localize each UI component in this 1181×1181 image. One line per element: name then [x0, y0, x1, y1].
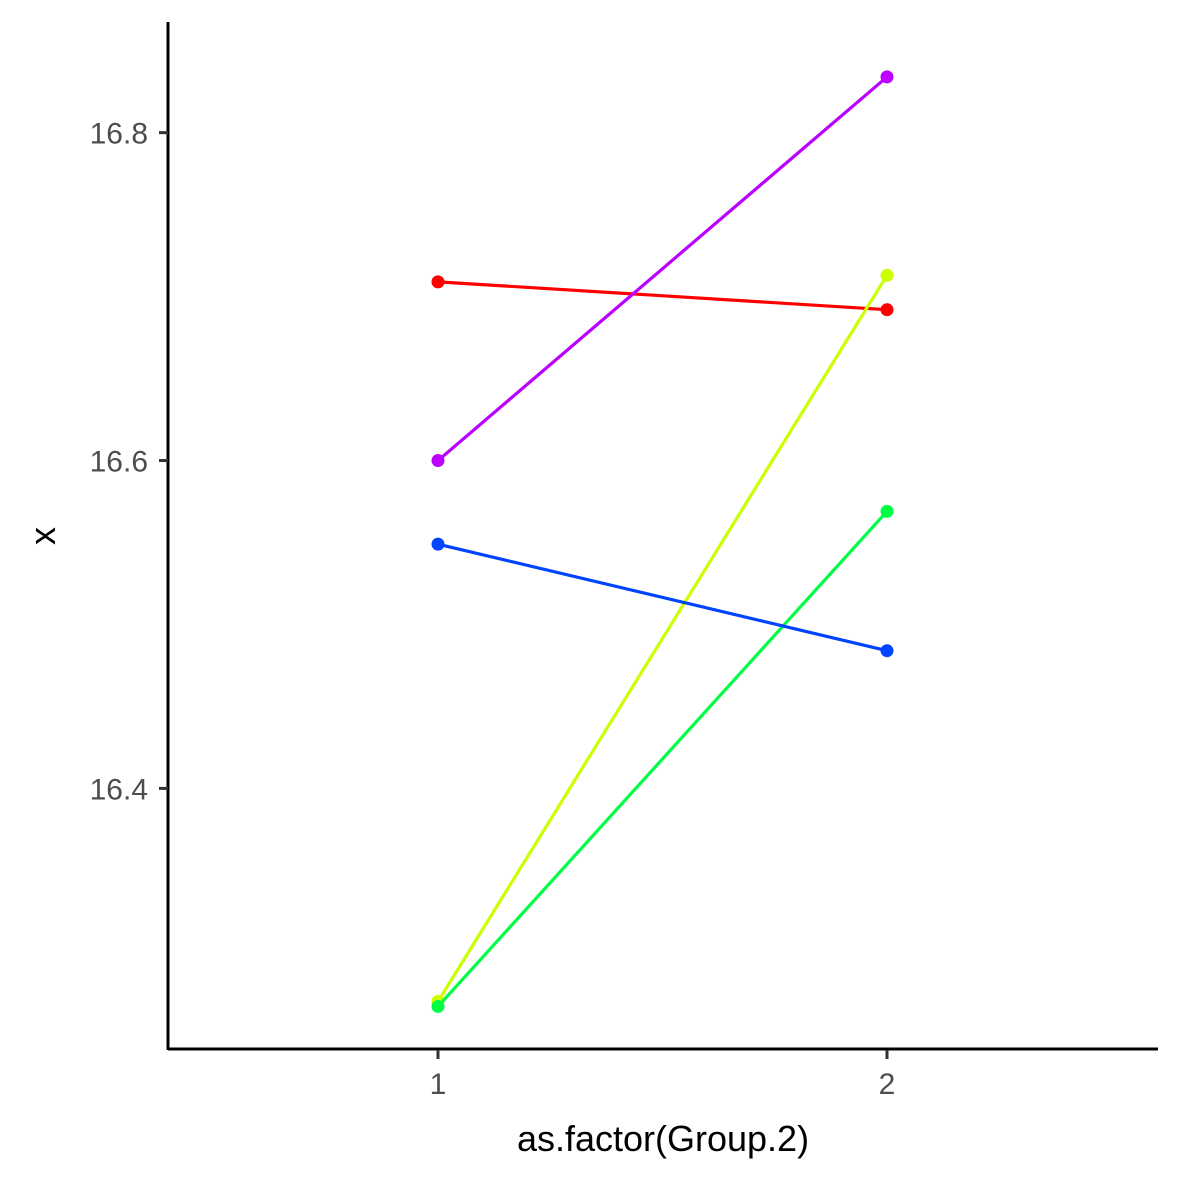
data-point — [431, 537, 445, 551]
data-point — [880, 504, 894, 518]
data-point — [880, 268, 894, 282]
y-tick-label: 16.4 — [90, 773, 148, 806]
series-3 — [431, 537, 894, 658]
series-2 — [431, 504, 894, 1013]
x-tick-label: 1 — [430, 1068, 447, 1101]
y-tick-label: 16.6 — [90, 446, 148, 479]
series-line — [437, 280, 888, 312]
data-point — [880, 70, 894, 84]
data-point — [431, 999, 445, 1013]
data-point — [880, 644, 894, 658]
data-point — [431, 454, 445, 468]
series-line — [436, 274, 889, 1003]
y-tick-label: 16.8 — [90, 118, 148, 151]
data-point — [880, 303, 894, 317]
series-1 — [431, 268, 894, 1009]
series-0 — [431, 275, 894, 317]
x-tick-label: 2 — [879, 1068, 896, 1101]
series-line — [436, 75, 889, 462]
y-axis-ticks: 16.4 16.6 16.8 — [90, 118, 168, 806]
y-axis-title: x — [22, 527, 63, 545]
series-4 — [431, 70, 894, 468]
data-point — [431, 275, 445, 289]
series-line — [436, 510, 889, 1008]
x-axis-title: as.factor(Group.2) — [517, 1118, 809, 1159]
series-layer — [431, 70, 894, 1013]
series-line — [437, 542, 888, 653]
